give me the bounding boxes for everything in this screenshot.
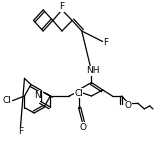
Text: Cl: Cl xyxy=(74,89,83,98)
Text: F: F xyxy=(18,127,23,136)
Text: F: F xyxy=(59,2,65,11)
Text: Cl: Cl xyxy=(2,97,11,105)
Text: NH: NH xyxy=(86,66,100,75)
Text: F: F xyxy=(103,38,109,47)
Text: O: O xyxy=(125,101,132,110)
Text: N: N xyxy=(34,91,41,100)
Text: O: O xyxy=(80,123,87,132)
